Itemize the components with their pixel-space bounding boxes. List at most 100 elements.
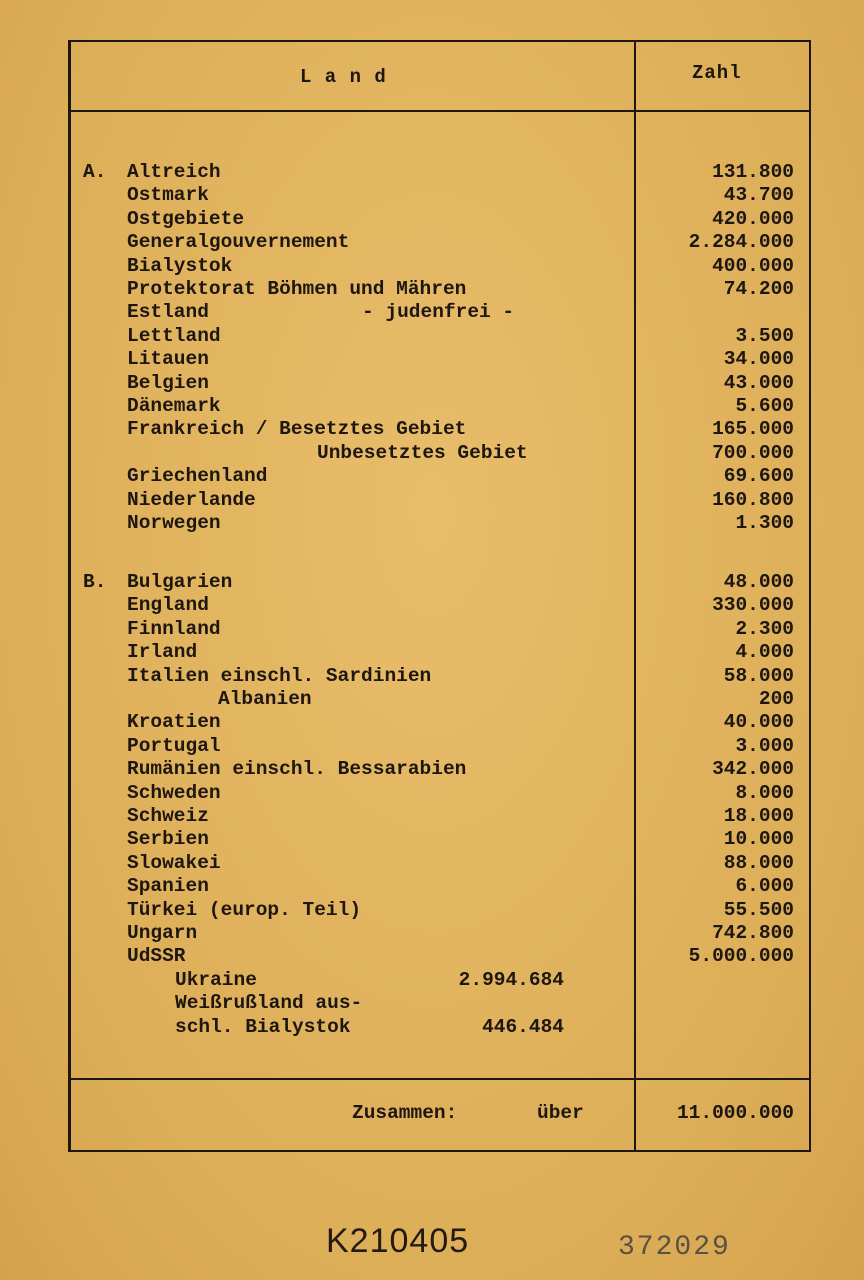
total-value: 11.000.000 bbox=[676, 1102, 794, 1124]
count-value: 4.000 bbox=[735, 641, 794, 664]
count-value: 3.000 bbox=[735, 734, 794, 757]
table-row: Unbesetztes Gebiet 700.000 bbox=[0, 442, 864, 465]
count-value: 2.284.000 bbox=[688, 231, 794, 254]
country-label: Ostmark bbox=[127, 184, 209, 207]
country-label: Litauen bbox=[127, 348, 209, 371]
table-row: England 330.000 bbox=[0, 594, 864, 617]
country-label: Weißrußland aus- bbox=[175, 992, 363, 1015]
count-value: 700.000 bbox=[712, 441, 794, 464]
country-label: Dänemark bbox=[127, 395, 221, 417]
table-row: Griechenland 69.600 bbox=[0, 465, 864, 488]
country-label: Protektorat Böhmen und Mähren bbox=[127, 278, 467, 300]
country-label: England bbox=[127, 594, 209, 617]
country-label: Generalgouvernement bbox=[127, 231, 350, 254]
count-value: 48.000 bbox=[723, 571, 794, 593]
section-letter: B. bbox=[83, 571, 107, 593]
count-value: 3.500 bbox=[735, 324, 794, 347]
country-label: Kroatien bbox=[127, 711, 221, 734]
country-label: Bulgarien bbox=[127, 571, 233, 593]
table-row: Bialystok 400.000 bbox=[0, 255, 864, 278]
table-row: Spanien 6.000 bbox=[0, 875, 864, 898]
count-value: 6.000 bbox=[735, 875, 794, 898]
table-row: Portugal 3.000 bbox=[0, 735, 864, 758]
table-row: Frankreich / Besetztes Gebiet 165.000 bbox=[0, 418, 864, 441]
count-value: 330.000 bbox=[712, 594, 794, 617]
country-label: Italien einschl. Sardinien bbox=[127, 664, 432, 687]
count-value: 8.000 bbox=[735, 781, 794, 804]
table-row: Ukraine 2.994.684 bbox=[0, 969, 864, 992]
country-label: Spanien bbox=[127, 875, 209, 898]
table-row: schl. Bialystok 446.484 bbox=[0, 1016, 864, 1039]
country-label: schl. Bialystok bbox=[175, 1015, 351, 1038]
count-value: 18.000 bbox=[723, 805, 794, 827]
table-row: Dänemark 5.600 bbox=[0, 395, 864, 418]
count-value: 34.000 bbox=[723, 348, 794, 371]
archive-number-stamp: K210405 bbox=[326, 1222, 470, 1260]
column-header-zahl: Zahl bbox=[692, 62, 742, 84]
table-row: A. Altreich 131.800 bbox=[0, 161, 864, 184]
count-value: 131.800 bbox=[712, 161, 794, 183]
table-row: Generalgouvernement 2.284.000 bbox=[0, 231, 864, 254]
table-row: Norwegen 1.300 bbox=[0, 512, 864, 535]
total-qualifier: über bbox=[537, 1102, 584, 1124]
table-row: Albanien 200 bbox=[0, 688, 864, 711]
total-row: Zusammen: über 11.000.000 bbox=[0, 1102, 864, 1125]
count-value: 400.000 bbox=[712, 254, 794, 277]
country-label: Portugal bbox=[127, 734, 221, 757]
country-label: UdSSR bbox=[127, 945, 186, 968]
table-row: Ostgebiete 420.000 bbox=[0, 208, 864, 231]
page-number-stamp: 372029 bbox=[618, 1232, 731, 1263]
count-value: 160.800 bbox=[712, 488, 794, 511]
count-value: 5.000.000 bbox=[688, 945, 794, 968]
country-label: Norwegen bbox=[127, 512, 221, 534]
country-label: Belgien bbox=[127, 371, 209, 394]
total-label: Zusammen: bbox=[352, 1102, 458, 1124]
column-divider bbox=[634, 42, 636, 1150]
count-value: 74.200 bbox=[723, 278, 794, 300]
country-label: Lettland bbox=[127, 324, 221, 347]
country-label: Türkei (europ. Teil) bbox=[127, 898, 362, 921]
country-label: Albanien bbox=[218, 688, 312, 710]
country-label: Frankreich / Besetztes Gebiet bbox=[127, 418, 467, 441]
country-label: Niederlande bbox=[127, 488, 256, 511]
country-label: Griechenland bbox=[127, 465, 268, 488]
count-value: 88.000 bbox=[723, 851, 794, 874]
count-value: 2.300 bbox=[735, 617, 794, 640]
country-label: Serbien bbox=[127, 828, 209, 851]
table-row: B. Bulgarien 48.000 bbox=[0, 571, 864, 594]
count-value: 58.000 bbox=[723, 664, 794, 687]
row-note: - judenfrei - bbox=[362, 301, 515, 324]
count-value: 43.700 bbox=[723, 184, 794, 207]
header-divider bbox=[71, 110, 809, 112]
count-value: 742.800 bbox=[712, 922, 794, 944]
country-label: Ukraine bbox=[175, 968, 257, 991]
table-row: UdSSR 5.000.000 bbox=[0, 945, 864, 968]
table-row: Schweiz 18.000 bbox=[0, 805, 864, 828]
table-row: Lettland 3.500 bbox=[0, 325, 864, 348]
table-row: Serbien 10.000 bbox=[0, 828, 864, 851]
table-row: Rumänien einschl. Bessarabien 342.000 bbox=[0, 758, 864, 781]
table-row: Estland - judenfrei - bbox=[0, 301, 864, 324]
country-label: Irland bbox=[127, 641, 198, 664]
section-letter: A. bbox=[83, 161, 107, 183]
table-row: Belgien 43.000 bbox=[0, 372, 864, 395]
table-row: Italien einschl. Sardinien 58.000 bbox=[0, 665, 864, 688]
sub-value: 2.994.684 bbox=[458, 968, 564, 991]
count-value: 1.300 bbox=[735, 512, 794, 534]
count-value: 55.500 bbox=[723, 898, 794, 921]
footer-divider bbox=[71, 1078, 809, 1080]
table-row: Litauen 34.000 bbox=[0, 348, 864, 371]
count-value: 420.000 bbox=[712, 207, 794, 230]
table-row: Weißrußland aus- bbox=[0, 992, 864, 1015]
column-header-land: L a n d bbox=[300, 66, 387, 88]
country-label: Slowakei bbox=[127, 851, 221, 874]
country-label: Schweden bbox=[127, 781, 221, 804]
table-row: Kroatien 40.000 bbox=[0, 711, 864, 734]
table-frame bbox=[68, 40, 811, 1152]
country-label: Schweiz bbox=[127, 805, 209, 827]
country-label: Estland bbox=[127, 301, 209, 324]
table-row: Ungarn 742.800 bbox=[0, 922, 864, 945]
count-value: 5.600 bbox=[735, 395, 794, 417]
table-row: Schweden 8.000 bbox=[0, 782, 864, 805]
